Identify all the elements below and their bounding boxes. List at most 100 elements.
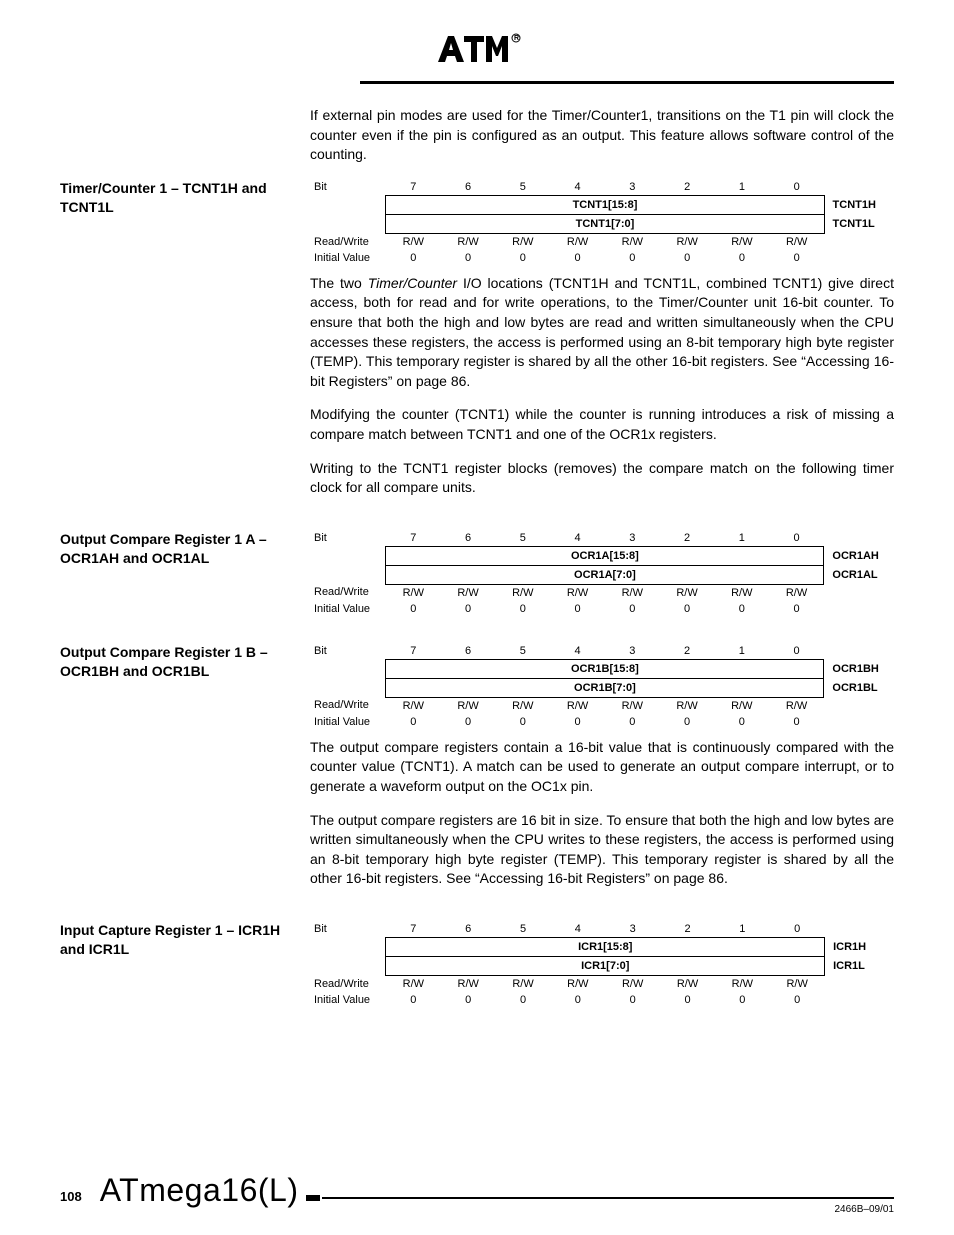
product-name: ATmega16(L) [100,1172,299,1209]
bit-number: 6 [441,179,496,196]
sec0-body: Bit76543210TCNT1[15:8]TCNT1HTCNT1[7:0]TC… [310,179,894,530]
bit-number: 5 [496,921,551,938]
svg-text:R: R [514,35,519,42]
atmel-logo-icon: R [432,28,522,70]
init-cell: 0 [386,250,441,266]
register-name: TCNT1L [824,214,894,233]
bit-number: 1 [714,643,769,660]
bit-number: 7 [386,643,441,660]
rw-cell: R/W [495,584,550,601]
register-table: Bit76543210OCR1A[15:8]OCR1AHOCR1A[7:0]OC… [310,530,894,617]
bit-number: 4 [550,921,605,938]
rw-cell: R/W [386,584,441,601]
init-cell: 0 [441,601,496,617]
bit-number: 2 [660,530,715,547]
bit-number: 4 [550,643,605,660]
section-heading: Input Capture Register 1 – ICR1H and ICR… [60,921,300,959]
rw-cell: R/W [769,584,824,601]
bit-number: 0 [769,179,824,196]
footer-line: 108 ATmega16(L) [60,1172,894,1209]
bit-number: 1 [715,179,770,196]
sec2-heading-wrap: Output Compare Register 1 B – OCR1BH and… [60,643,300,921]
init-row-label: Initial Value [310,992,386,1008]
bit-number: 5 [495,643,550,660]
bit-number: 5 [495,530,550,547]
register-name: TCNT1H [824,195,894,214]
footer-rule-thick [306,1195,320,1201]
rw-cell: R/W [386,233,441,250]
init-cell: 0 [715,250,770,266]
register-table: Bit76543210OCR1B[15:8]OCR1BHOCR1B[7:0]OC… [310,643,894,730]
register-table: Bit76543210TCNT1[15:8]TCNT1HTCNT1[7:0]TC… [310,179,894,266]
rw-row-label: Read/Write [310,233,386,250]
rw-cell: R/W [441,584,496,601]
rw-cell: R/W [715,975,770,992]
body-paragraph: Modifying the counter (TCNT1) while the … [310,405,894,444]
body-paragraph: The two Timer/Counter I/O locations (TCN… [310,274,894,392]
register-span-cell: ICR1[15:8] [386,937,825,956]
bit-number: 2 [660,921,715,938]
rw-cell: R/W [441,233,496,250]
reg-name-empty [824,530,894,547]
page-number: 108 [60,1189,82,1204]
intro-left-spacer [60,106,300,179]
rw-cell: R/W [496,975,551,992]
init-cell: 0 [386,601,441,617]
intro-paragraph: If external pin modes are used for the T… [310,106,894,165]
bit-number: 2 [660,643,715,660]
init-cell: 0 [769,601,824,617]
logo: R [60,28,894,75]
init-cell: 0 [550,992,605,1008]
init-cell: 0 [495,250,550,266]
rw-cell: R/W [769,233,824,250]
init-cell: 0 [441,714,496,730]
bit-number: 3 [605,921,660,938]
register-span-cell: ICR1[7:0] [386,956,825,975]
bit-row-label: Bit [310,643,386,660]
bit-number: 7 [386,179,441,196]
section-spacer [310,512,894,530]
register-name: OCR1AL [824,565,894,584]
init-cell: 0 [605,714,660,730]
register-span-cell: TCNT1[7:0] [386,214,824,233]
init-cell: 0 [660,250,715,266]
init-cell: 0 [769,714,824,730]
bit-row-label: Bit [310,179,386,196]
sec0-heading-wrap: Timer/Counter 1 – TCNT1H and TCNT1L [60,179,300,530]
bit-number: 4 [550,530,605,547]
register-name: ICR1L [825,956,894,975]
bit-number: 3 [605,179,660,196]
rw-cell: R/W [770,975,825,992]
bit-number: 7 [386,921,441,938]
section-heading: Timer/Counter 1 – TCNT1H and TCNT1L [60,179,300,217]
footer: 108 ATmega16(L) 2466B–09/01 [60,1172,894,1209]
register-span-cell: TCNT1[15:8] [386,195,824,214]
register-span-cell: OCR1A[15:8] [386,546,824,565]
rw-cell: R/W [714,584,769,601]
bit-number: 0 [769,530,824,547]
rw-cell: R/W [441,975,496,992]
span-row-label [310,956,386,975]
body-paragraph: Writing to the TCNT1 register blocks (re… [310,459,894,498]
rw-cell: R/W [660,975,715,992]
bit-row-label: Bit [310,921,386,938]
rw-cell: R/W [386,697,441,714]
bit-number: 6 [441,643,496,660]
rw-cell: R/W [605,584,660,601]
footer-rule-thin [322,1197,894,1199]
rw-cell: R/W [605,233,660,250]
reg-name-empty [824,179,894,196]
sec1-body: Bit76543210OCR1A[15:8]OCR1AHOCR1A[7:0]OC… [310,530,894,643]
init-cell: 0 [496,992,551,1008]
rw-cell: R/W [660,584,715,601]
init-cell: 0 [715,992,770,1008]
rw-cell: R/W [495,233,550,250]
span-row-label [310,195,386,214]
rw-cell: R/W [605,975,660,992]
rw-cell: R/W [550,233,605,250]
doc-id: 2466B–09/01 [834,1204,894,1215]
init-cell: 0 [660,992,715,1008]
rw-cell: R/W [660,233,715,250]
reg-name-empty [825,921,894,938]
section-spacer [310,1016,894,1034]
